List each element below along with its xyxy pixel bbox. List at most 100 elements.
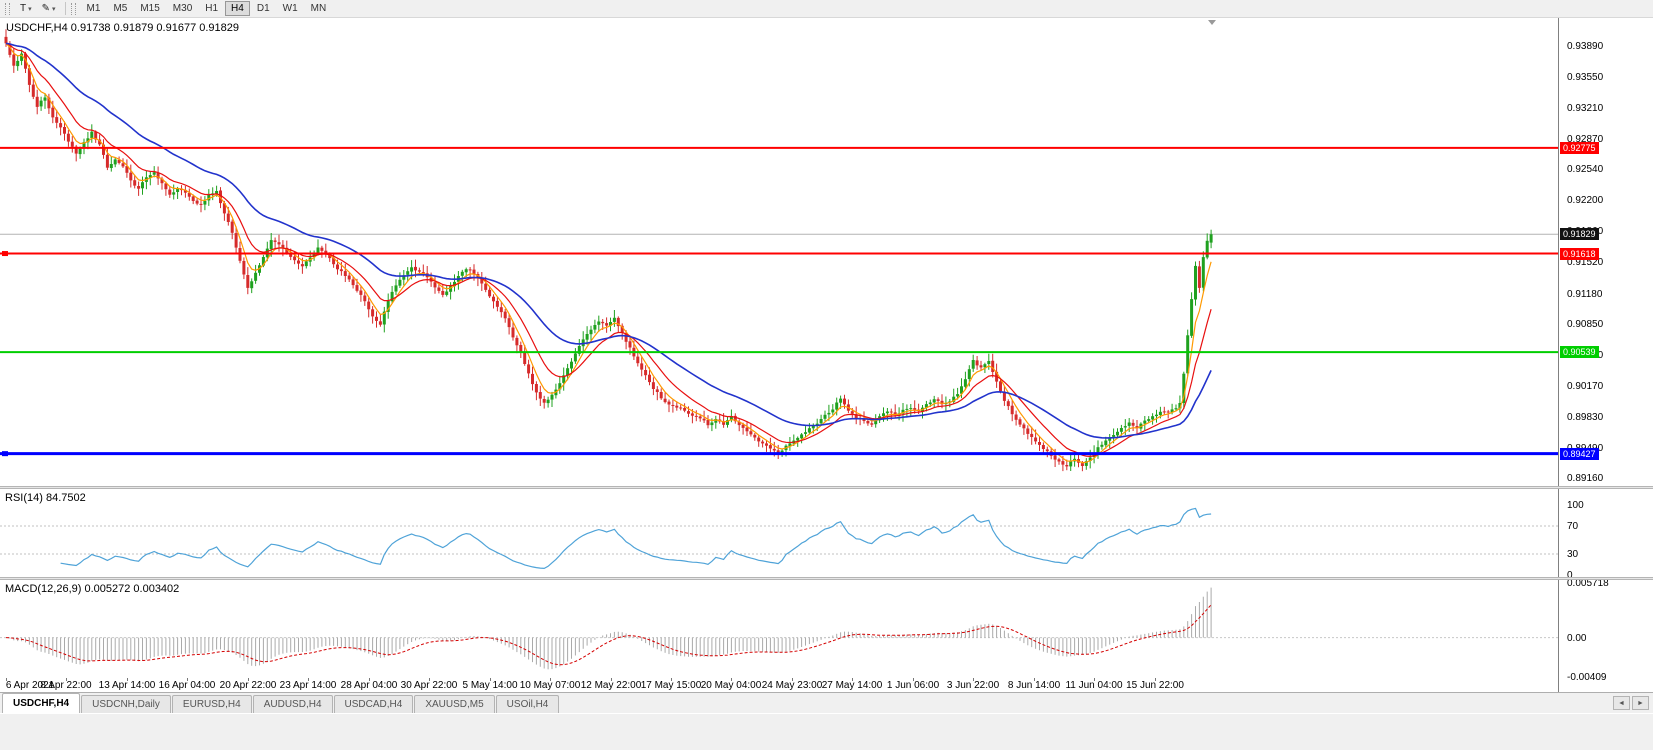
time-axis[interactable]: 6 Apr 2021 8 Apr 22:00 13 Apr 14:00 16 Apr … bbox=[0, 678, 1558, 692]
timeframe-toolbar-grip[interactable] bbox=[70, 2, 76, 15]
chart-tab-usoil-h4[interactable]: USOil,H4 bbox=[495, 695, 560, 713]
candle-body bbox=[558, 383, 562, 390]
candle-body bbox=[694, 415, 698, 417]
chart-tab-xauusd-m5[interactable]: XAUUSD,M5 bbox=[414, 695, 495, 713]
line-handle[interactable] bbox=[2, 451, 8, 457]
candle-body bbox=[1002, 391, 1006, 401]
timeframe-button-m30[interactable]: M30 bbox=[172, 3, 193, 14]
rsi-pane[interactable] bbox=[0, 489, 1558, 577]
candle-body bbox=[394, 285, 398, 292]
candle-body bbox=[913, 408, 917, 410]
price-scale-column[interactable]: 0.93890 0.93550 0.93210 0.92870 0.92540 0.922… bbox=[1558, 18, 1653, 692]
candle-body bbox=[562, 375, 566, 383]
candle-body bbox=[546, 399, 550, 404]
candle-body bbox=[484, 283, 488, 290]
candle-body bbox=[850, 411, 854, 414]
time-axis-label: 24 May 23:00 bbox=[761, 680, 823, 691]
tab-scroll-left-button[interactable]: ◄ bbox=[1613, 696, 1630, 710]
candle-body bbox=[577, 346, 581, 354]
candle-body bbox=[1178, 403, 1182, 409]
candle-body bbox=[191, 196, 195, 201]
timeframe-button-m1[interactable]: M1 bbox=[86, 3, 101, 14]
candle-body bbox=[1174, 408, 1178, 410]
candle-body bbox=[441, 291, 445, 295]
templates-button[interactable]: T ▾ bbox=[15, 1, 37, 17]
timeframe-button-w1[interactable]: W1 bbox=[282, 3, 298, 14]
chart-tab-bar: USDCHF,H4 USDCNH,Daily EURUSD,H4 AUDUSD,H4 U… bbox=[0, 692, 1653, 713]
candle-body bbox=[324, 250, 328, 254]
time-tick bbox=[973, 678, 974, 681]
candle-body bbox=[1147, 419, 1151, 421]
price-scale-label: 0.91180 bbox=[1567, 289, 1603, 300]
tool-button-group: T ▾ ✎ ▾ bbox=[15, 1, 61, 17]
candle-body bbox=[928, 402, 932, 405]
macd-signal-line bbox=[5, 604, 1212, 666]
candle-body bbox=[772, 448, 776, 451]
candle-body bbox=[1014, 414, 1018, 420]
candle-body bbox=[745, 427, 749, 432]
candle-body bbox=[281, 244, 285, 249]
chart-tab-usdcad-h4[interactable]: USDCAD,H4 bbox=[333, 695, 414, 713]
dropdown-caret-icon: ▾ bbox=[28, 5, 32, 13]
price-scale-label: 0.93210 bbox=[1567, 103, 1604, 114]
time-tick bbox=[248, 678, 249, 681]
candle-body bbox=[70, 141, 74, 147]
candle-body bbox=[655, 389, 659, 392]
candle-body bbox=[729, 416, 733, 420]
candle-body bbox=[160, 178, 164, 184]
candle-body bbox=[733, 415, 737, 422]
candle-body bbox=[687, 411, 690, 414]
candle-body bbox=[1162, 411, 1166, 413]
candle-body bbox=[398, 279, 402, 286]
candle-body bbox=[1096, 447, 1100, 453]
candle-body bbox=[453, 281, 456, 287]
moving-average-12 bbox=[5, 42, 1212, 458]
timeframe-button-m5[interactable]: M5 bbox=[113, 3, 128, 14]
time-tick bbox=[1155, 678, 1156, 681]
candle-body bbox=[648, 374, 651, 383]
time-tick bbox=[127, 678, 128, 681]
draw-button[interactable]: ✎ ▾ bbox=[37, 1, 61, 17]
candle-body bbox=[1041, 445, 1045, 449]
candle-body bbox=[515, 337, 519, 346]
candle-body bbox=[870, 423, 874, 425]
candle-body bbox=[901, 409, 905, 414]
time-axis-label: 17 May 15:00 bbox=[640, 680, 702, 691]
timeframe-button-m15[interactable]: M15 bbox=[140, 3, 160, 14]
timeframe-button-h4[interactable]: H4 bbox=[225, 1, 250, 16]
timeframe-button-d1[interactable]: D1 bbox=[256, 3, 270, 14]
tab-scroll-right-button[interactable]: ► bbox=[1632, 696, 1649, 710]
candle-body bbox=[765, 443, 768, 446]
chart-tab-usdchf-h4[interactable]: USDCHF,H4 bbox=[2, 693, 81, 713]
pane-separator-2[interactable] bbox=[0, 577, 1653, 580]
timeframe-button-mn[interactable]: MN bbox=[310, 3, 327, 14]
candle-body bbox=[1038, 442, 1041, 445]
time-tick bbox=[550, 678, 551, 681]
toolbar-grip[interactable] bbox=[5, 2, 10, 15]
time-tick bbox=[1094, 678, 1095, 681]
price-pane[interactable] bbox=[0, 18, 1558, 486]
chart-window: 0.93890 0.93550 0.93210 0.92870 0.92540 0.922… bbox=[0, 18, 1653, 692]
candle-body bbox=[640, 363, 644, 370]
chart-tab-audusd-h4[interactable]: AUDUSD,H4 bbox=[252, 695, 333, 713]
chart-tab-usdcnh-daily[interactable]: USDCNH,Daily bbox=[81, 695, 171, 713]
candle-body bbox=[39, 100, 43, 107]
candle-body bbox=[550, 394, 554, 400]
candle-body bbox=[885, 411, 889, 414]
candle-body bbox=[176, 188, 180, 192]
candle-body bbox=[796, 437, 800, 441]
candle-body bbox=[987, 361, 991, 364]
candle-body bbox=[168, 189, 172, 195]
price-scale-label: 0.93550 bbox=[1567, 72, 1604, 83]
candle-body bbox=[1065, 465, 1069, 467]
candle-body bbox=[133, 180, 137, 186]
candle-body bbox=[464, 269, 468, 273]
chart-tab-eurusd-h4[interactable]: EURUSD,H4 bbox=[171, 695, 252, 713]
candle-body bbox=[141, 182, 144, 189]
candle-body bbox=[359, 290, 363, 295]
pane-separator-1[interactable] bbox=[0, 486, 1653, 489]
price-scale-label: 0.90850 bbox=[1567, 319, 1604, 330]
macd-pane[interactable] bbox=[0, 580, 1558, 678]
line-handle[interactable] bbox=[2, 251, 8, 257]
timeframe-button-h1[interactable]: H1 bbox=[205, 3, 219, 14]
